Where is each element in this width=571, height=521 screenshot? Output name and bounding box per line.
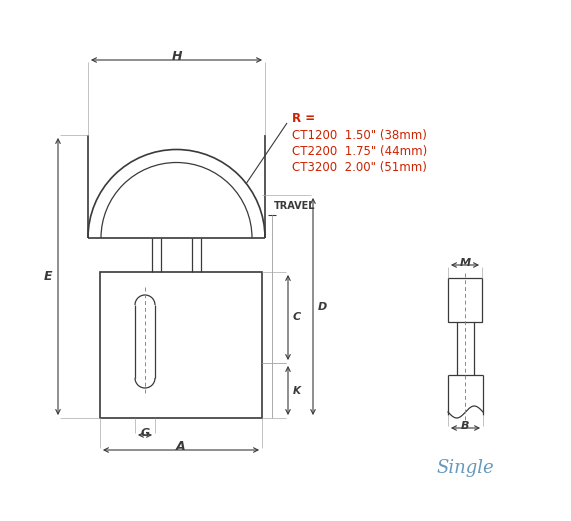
Text: H: H	[171, 50, 182, 63]
Text: A: A	[176, 440, 186, 453]
Bar	[100, 272, 262, 418]
Text: CT1200  1.50" (38mm): CT1200 1.50" (38mm)	[292, 129, 427, 142]
Text: Single: Single	[436, 459, 494, 477]
Text: G: G	[140, 428, 150, 438]
Text: TRAVEL: TRAVEL	[274, 201, 316, 211]
Text: CT2200  1.75" (44mm): CT2200 1.75" (44mm)	[292, 144, 427, 157]
Text: D: D	[318, 302, 327, 312]
Text: R =: R =	[292, 111, 315, 125]
Text: B: B	[461, 421, 470, 431]
Text: M: M	[460, 258, 471, 268]
Text: K: K	[293, 386, 301, 395]
Text: E: E	[43, 270, 52, 283]
Bar	[448, 278, 482, 322]
Text: C: C	[293, 313, 301, 322]
Text: CT3200  2.00" (51mm): CT3200 2.00" (51mm)	[292, 160, 427, 173]
